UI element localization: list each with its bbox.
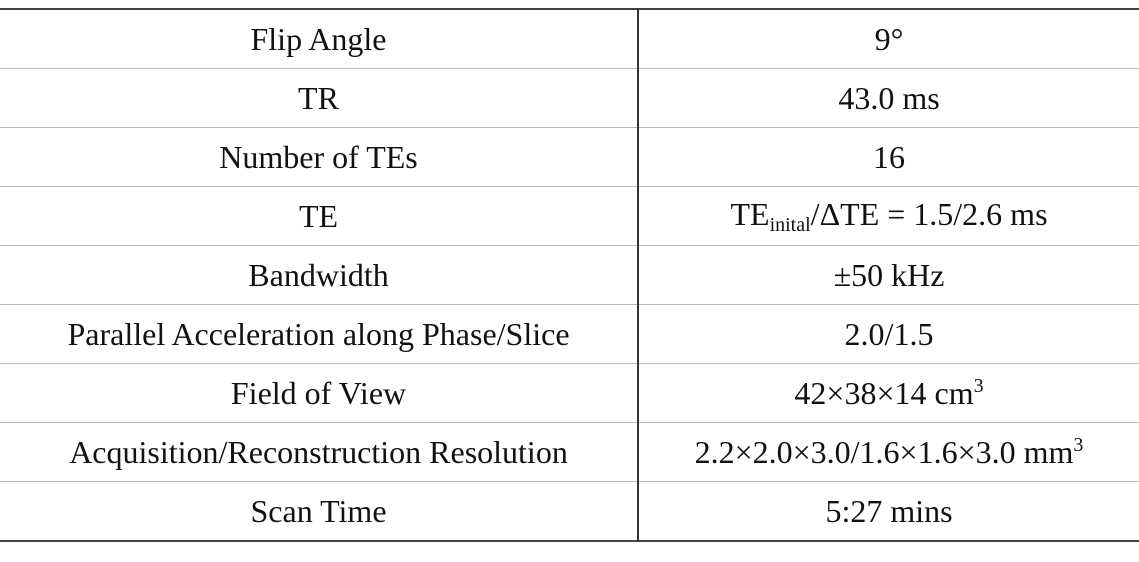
value-text: TE xyxy=(730,195,770,232)
value-cell: 42×38×14 cm3 xyxy=(638,363,1139,423)
parameter-cell: Acquisition/Reconstruction Resolution xyxy=(0,422,639,482)
table-row: Parallel Acceleration along Phase/Slice 2… xyxy=(0,304,1139,364)
table-row: Number of TEs 16 xyxy=(0,127,1139,187)
value-cell: 9° xyxy=(874,20,904,57)
value-cell: 2.2×2.0×3.0/1.6×1.6×3.0 mm3 xyxy=(638,422,1139,482)
value-text: inital xyxy=(769,213,811,236)
parameter-table: Flip Angle 9° TR 43.0 ms Number of TEs 16 TE TE… xyxy=(0,8,1139,542)
parameter-cell: Scan Time xyxy=(0,481,639,541)
value-text: 2.2×2.0×3.0/1.6×1.6×3.0 mm xyxy=(694,433,1074,470)
value-text: /ΔTE = 1.5/2.6 ms xyxy=(810,195,1048,232)
value-text: 42×38×14 cm xyxy=(794,374,974,411)
value-cell: 43.0 ms xyxy=(638,68,1139,128)
value-text: 3 xyxy=(973,374,984,397)
table-row: TR 43.0 ms xyxy=(0,68,1139,128)
table-row: Flip Angle 9° xyxy=(0,9,1139,69)
parameter-cell: TE xyxy=(0,186,639,246)
table-row: Acquisition/Reconstruction Resolution 2.2… xyxy=(0,422,1139,482)
table-row: Scan Time 5:27 mins xyxy=(0,481,1139,541)
parameter-cell: Number of TEs xyxy=(0,127,639,187)
value-cell: 5:27 mins xyxy=(638,481,1139,541)
value-cell: 16 xyxy=(638,127,1139,187)
table-body: Flip Angle 9° TR 43.0 ms Number of TEs 16 TE TE… xyxy=(0,9,1139,541)
table-row: Field of View 42×38×14 cm3 xyxy=(0,363,1139,423)
value-cell: TEinital/ΔTE = 1.5/2.6 ms xyxy=(638,186,1139,246)
parameter-cell: Bandwidth xyxy=(0,245,639,305)
parameter-cell: TR xyxy=(0,68,639,128)
value-cell: ±50 kHz xyxy=(638,245,1139,305)
parameter-cell: Flip Angle xyxy=(0,9,639,69)
value-text: 3 xyxy=(1073,433,1084,456)
value-cell: 2.0/1.5 xyxy=(638,304,1139,364)
parameter-cell: Field of View xyxy=(0,363,639,423)
table-row: Bandwidth ±50 kHz xyxy=(0,245,1139,305)
table-row: TE TEinital/ΔTE = 1.5/2.6 ms xyxy=(0,186,1139,246)
parameter-cell: Parallel Acceleration along Phase/Slice xyxy=(0,304,639,364)
